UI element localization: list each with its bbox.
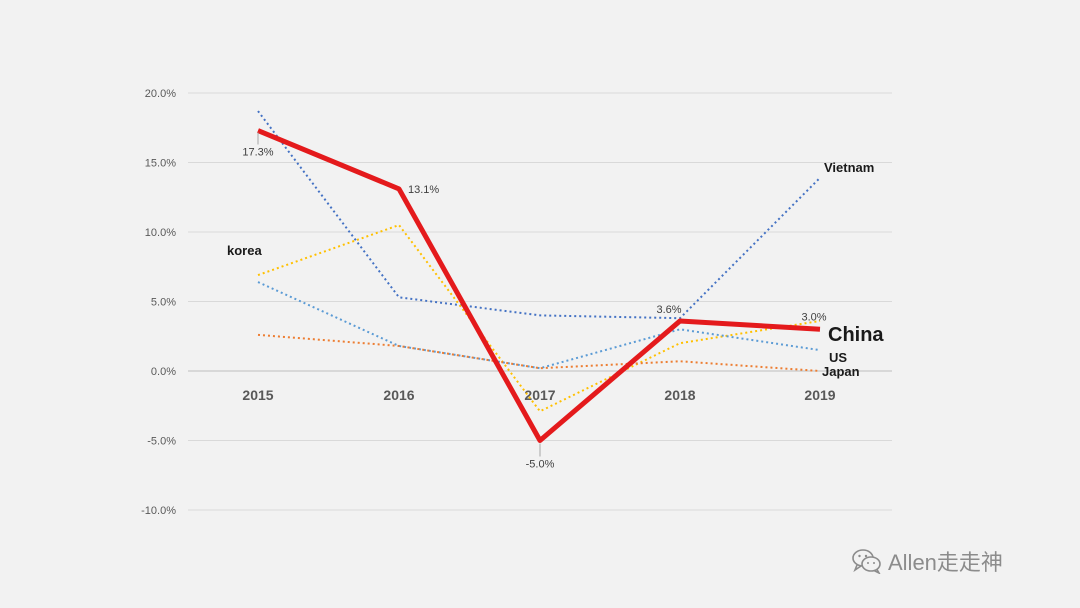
x-tick-label: 2015 [242,387,273,403]
watermark: Allen走走神 [852,541,1003,581]
series-name-japan: Japan [822,364,860,379]
series-line-china [257,128,821,443]
data-label: 3.6% [656,304,681,316]
x-tick-label: 2017 [524,387,555,403]
series-name-vietnam: Vietnam [824,160,874,175]
series-line-us [257,281,821,370]
series-name-korea: korea [227,243,262,258]
x-tick-label: 2019 [804,387,835,403]
series-line-japan [257,333,821,372]
y-tick-label: 15.0% [145,158,176,170]
y-tick-label: -5.0% [147,436,176,448]
y-tick-label: 10.0% [145,227,176,239]
series-name-china: China [828,324,884,346]
x-tick-label: 2018 [664,387,695,403]
y-tick-label: -10.0% [141,505,176,517]
y-tick-label: 5.0% [151,297,176,309]
wechat-icon [852,549,881,574]
watermark-text: Allen走走神 [888,550,1003,575]
data-label: 13.1% [408,184,439,196]
data-label: 17.3% [242,147,273,159]
x-tick-label: 2016 [383,387,414,403]
y-tick-label: 0.0% [151,366,176,378]
series-line-korea [257,223,821,413]
data-label: -5.0% [526,459,555,471]
series-name-us: US [829,350,847,365]
series-line-vietnam [257,110,821,320]
y-tick-label: 20.0% [145,88,176,100]
data-label: 3.0% [801,311,826,323]
